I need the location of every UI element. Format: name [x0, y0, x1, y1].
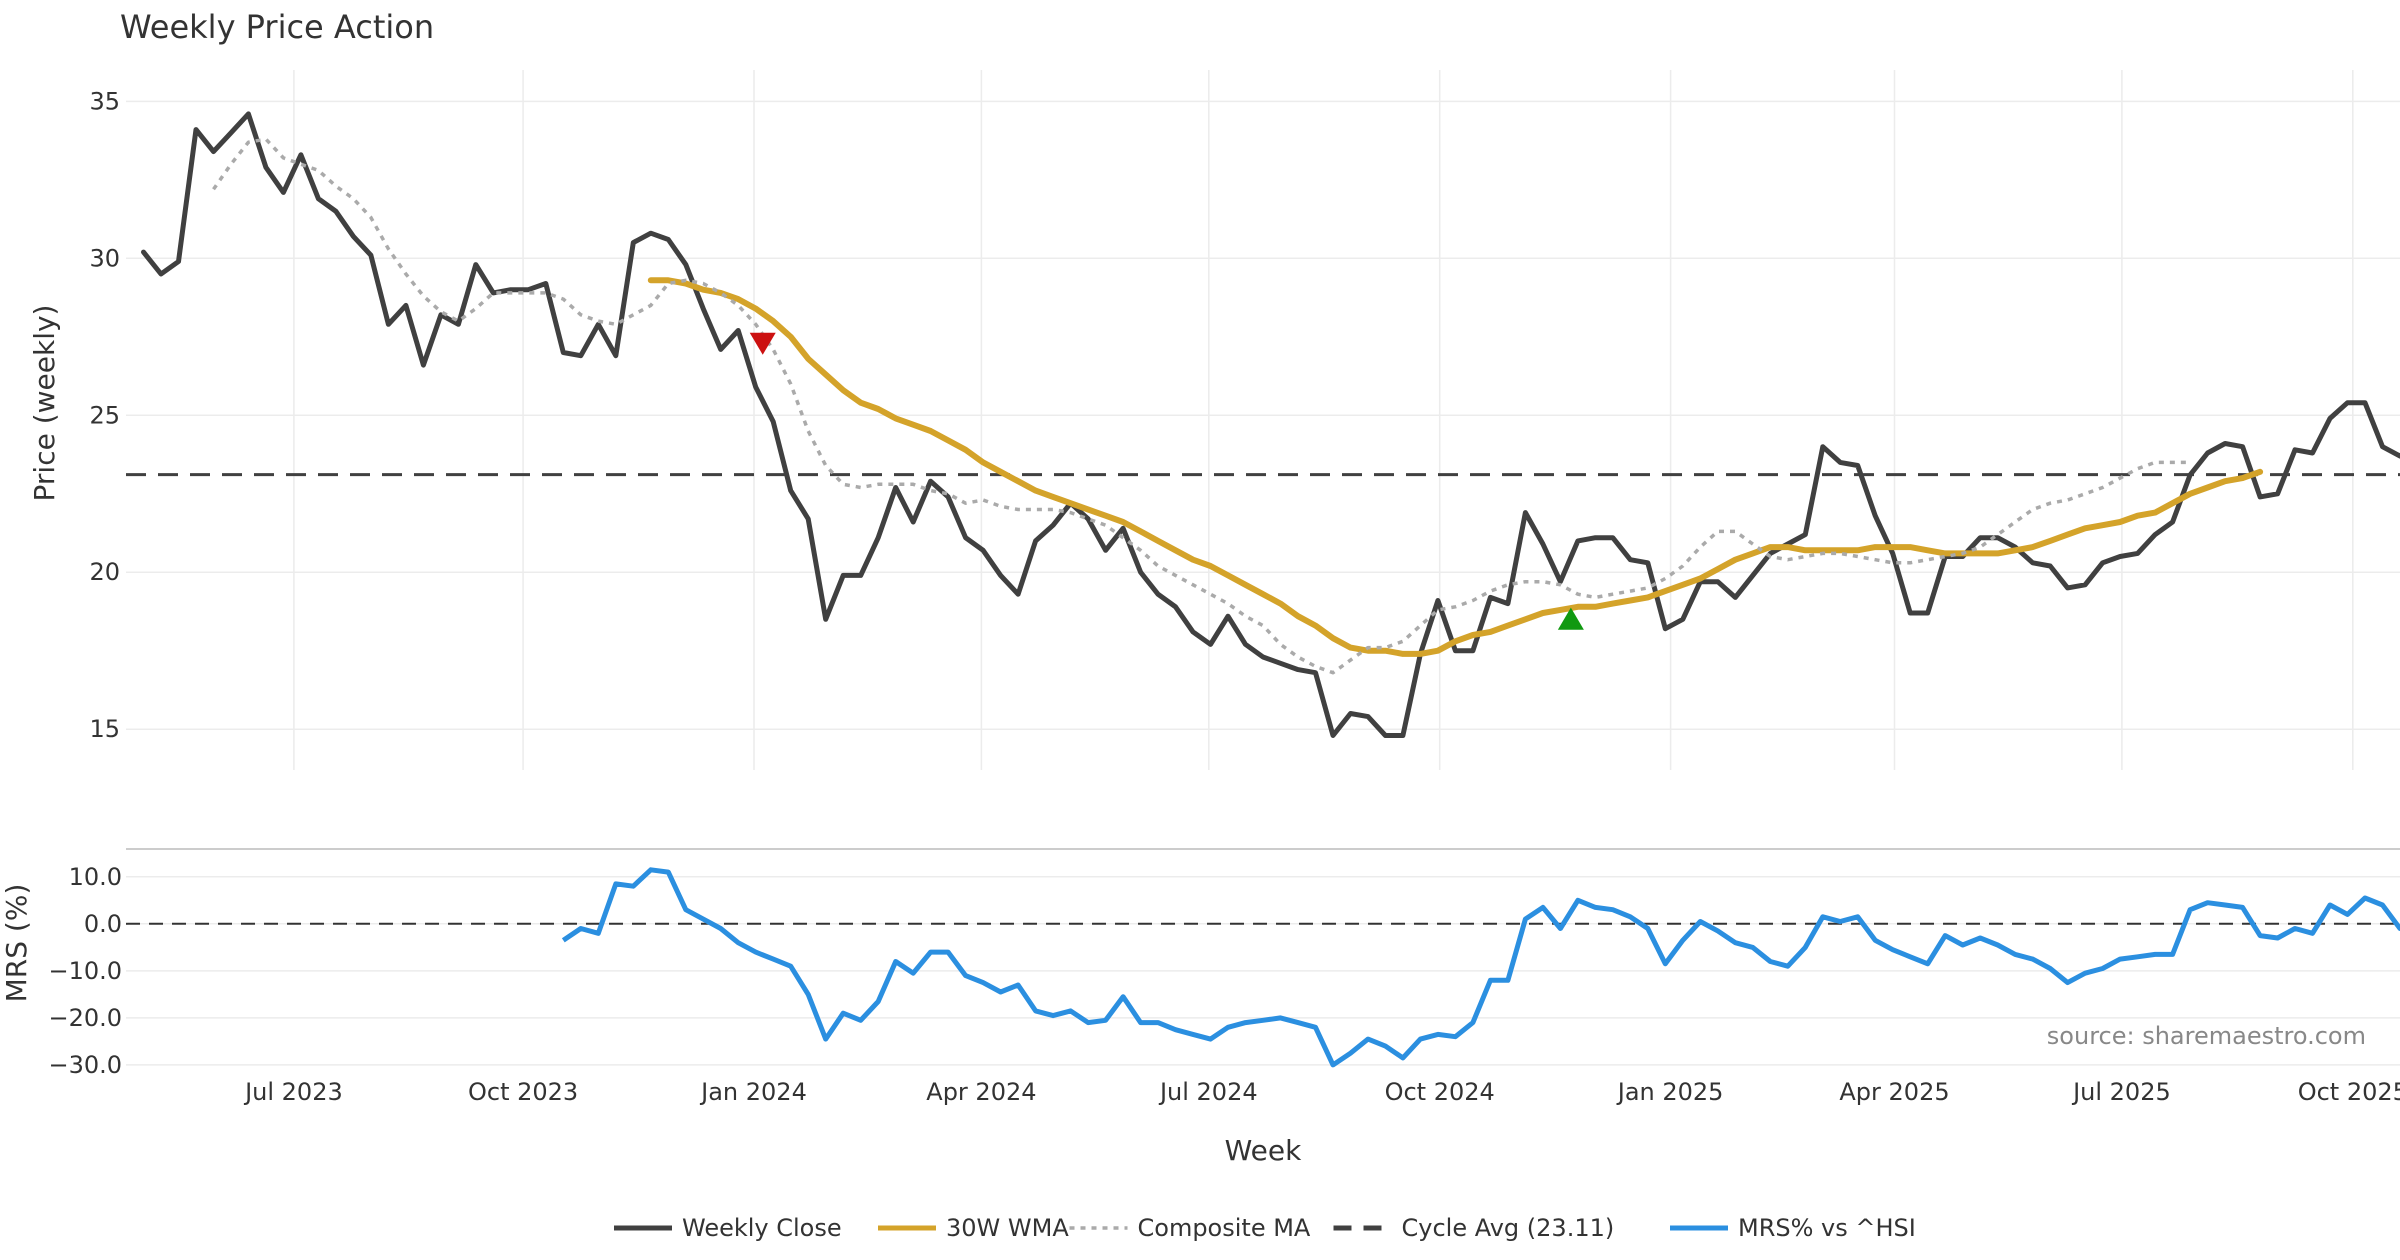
mrs-tick-10: 10.0	[69, 863, 122, 891]
x-axis-label: Week	[1225, 1134, 1302, 1167]
mrs-tick-30: −30.0	[48, 1051, 122, 1079]
signal-markers	[749, 332, 1584, 630]
price-tick-20: 20	[89, 558, 120, 586]
series-weekly-close	[141, 111, 2400, 738]
series-composite-ma	[212, 137, 2191, 675]
price-tick-35: 35	[89, 87, 120, 115]
x-tick-oct-2024: Oct 2024	[1385, 1078, 1495, 1106]
mrs-series-group	[561, 867, 2400, 1068]
mrs-tick-0: 0.0	[84, 910, 122, 938]
chart-title: Weekly Price Action	[120, 8, 434, 46]
price-axis-ticks: 15 20 25 30 35	[89, 87, 120, 743]
x-tick-jul-2023: Jul 2023	[243, 1078, 343, 1106]
legend-label-weekly-close: Weekly Close	[682, 1214, 842, 1242]
legend-label-cycle-avg-23-11: Cycle Avg (23.11)	[1402, 1214, 1615, 1242]
legend-label-mrs-vs-hsi: MRS% vs ^HSI	[1738, 1214, 1916, 1242]
sell-signal-marker	[749, 332, 776, 355]
price-tick-15: 15	[89, 715, 120, 743]
x-tick-apr-2024: Apr 2024	[926, 1078, 1036, 1106]
x-axis-ticks: Jul 2023 Oct 2023 Jan 2024 Apr 2024 Jul 2024…	[243, 1078, 2400, 1106]
x-tick-jul-2024: Jul 2024	[1158, 1078, 1258, 1106]
mrs-tick-10: −10.0	[48, 957, 122, 985]
series-30w-wma	[647, 277, 2264, 657]
legend: Weekly Close 30W WMA Composite MA Cycle Avg…	[614, 1214, 1916, 1242]
price-tick-25: 25	[89, 401, 120, 429]
price-series	[141, 111, 2400, 738]
x-tick-jan-2025: Jan 2025	[1616, 1078, 1724, 1106]
mrs-tick-20: −20.0	[48, 1004, 122, 1032]
legend-label-30w-wma: 30W WMA	[946, 1214, 1069, 1242]
x-tick-oct-2025: Oct 2025	[2298, 1078, 2400, 1106]
x-tick-jan-2024: Jan 2024	[699, 1078, 807, 1106]
price-tick-30: 30	[89, 244, 120, 272]
x-tick-jul-2025: Jul 2025	[2071, 1078, 2171, 1106]
x-tick-oct-2023: Oct 2023	[468, 1078, 578, 1106]
source-text: source: sharemaestro.com	[2047, 1022, 2366, 1050]
mrs-axis-ticks: 10.0 0.0 −10.0 −20.0 −30.0	[48, 863, 122, 1079]
legend-label-composite-ma: Composite MA	[1138, 1214, 1311, 1242]
mrs-axis-label: MRS (%)	[0, 884, 33, 1003]
buy-signal-marker	[1557, 607, 1584, 630]
x-tick-apr-2025: Apr 2025	[1839, 1078, 1949, 1106]
price-axis-label: Price (weekly)	[28, 305, 61, 502]
series-mrs-vs-hsi	[561, 867, 2400, 1068]
price-panel-grid	[126, 70, 2400, 770]
